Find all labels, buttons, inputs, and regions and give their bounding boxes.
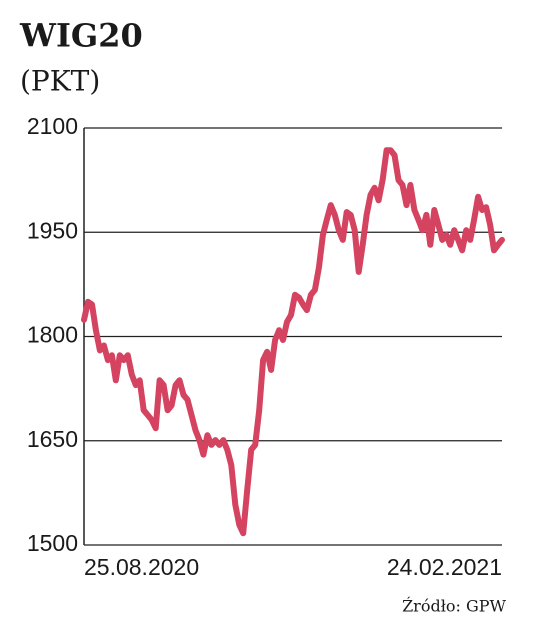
y-tick-label: 1800 [27,322,78,348]
y-tick-label: 1650 [27,426,78,452]
y-tick-label: 1500 [27,530,78,556]
line-series [81,147,505,537]
y-tick-label: 1950 [27,217,78,243]
chart-subtitle: (PKT) [20,65,100,98]
x-tick-label: 24.02.2021 [387,554,502,580]
source: Źródło: GPW [402,596,506,616]
chart-title: WIG20 [19,17,143,55]
y-tick-label: 2100 [27,113,78,139]
x-tick-label: 25.08.2020 [84,554,199,580]
